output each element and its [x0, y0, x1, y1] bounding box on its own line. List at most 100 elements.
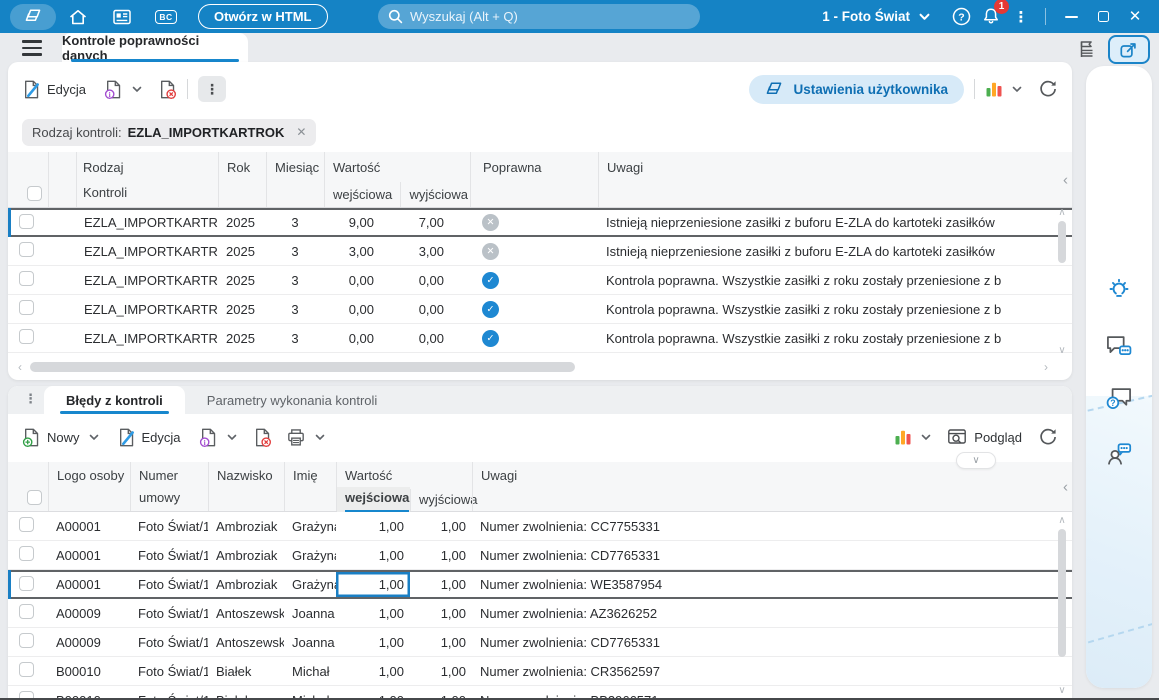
tab-parametry-wykonania[interactable]: Parametry wykonania kontroli — [206, 392, 378, 408]
row-checkbox[interactable] — [19, 691, 34, 700]
community-chat-icon[interactable] — [1105, 440, 1133, 468]
new-button[interactable]: Nowy — [22, 428, 99, 447]
help-bubble-icon[interactable]: ? — [1105, 386, 1133, 412]
horizontal-scrollbar-thumb[interactable] — [30, 362, 575, 372]
print-button[interactable] — [286, 428, 325, 447]
column-header-wartosc[interactable]: Wartość wejściowa wyjściowa — [324, 152, 470, 207]
chart-view-button[interactable] — [894, 429, 931, 446]
notifications-button[interactable]: 1 — [976, 0, 1009, 30]
row-checkbox[interactable] — [19, 662, 34, 677]
user-settings-button[interactable]: Ustawienia użytkownika — [749, 74, 964, 104]
table-row[interactable]: A00009 Foto Świat/1 Antoszewska Joanna 1… — [8, 628, 1072, 657]
table-row[interactable]: B00010 Foto Świat/1 Białek Michał 1,00 1… — [8, 657, 1072, 686]
row-checkbox[interactable] — [19, 300, 34, 315]
table-row[interactable]: B00010 Foto Świat/1 Białek Michał 1,00 1… — [8, 686, 1072, 700]
select-all-checkbox[interactable] — [27, 186, 42, 201]
scroll-up-icon[interactable]: ∧ — [1058, 207, 1066, 218]
scroll-up-icon[interactable]: ∧ — [1058, 515, 1066, 526]
preview-button[interactable]: Podgląd — [947, 428, 1022, 446]
column-header-logo[interactable]: Logo osoby — [48, 462, 130, 511]
collapse-columns-icon[interactable]: ‹ — [1063, 478, 1068, 495]
column-header-wyjsciowa[interactable]: wyjściowa — [400, 182, 470, 207]
home-button[interactable] — [56, 4, 100, 30]
panel-drag-handle[interactable]: ⋮ — [24, 391, 37, 406]
vertical-scrollbar-thumb[interactable] — [1058, 221, 1066, 263]
chat-bubble-icon[interactable] — [1105, 334, 1133, 360]
collapse-columns-icon[interactable]: ‹ — [1063, 171, 1068, 188]
refresh-button[interactable] — [1038, 427, 1058, 447]
column-header-rok[interactable]: Rok — [218, 152, 266, 207]
column-header-poprawna[interactable]: Poprawna — [470, 152, 598, 207]
column-header-wartosc[interactable]: Wartość wejściowa wyjściowa — [336, 462, 478, 512]
news-button[interactable] — [100, 4, 144, 30]
document-info-button[interactable]: i — [199, 428, 237, 447]
row-checkbox[interactable] — [19, 213, 34, 229]
column-header-umowa[interactable]: Numer umowy — [130, 462, 208, 511]
tab-kontrole-poprawnosci[interactable]: Kontrole poprawności danych — [62, 33, 248, 63]
maximize-button[interactable] — [1087, 4, 1119, 30]
focused-cell-wejsciowa[interactable]: 1,00 — [336, 572, 410, 597]
table-row[interactable]: EZLA_IMPORTKARTROK 2025 3 0,00 0,00 Kont… — [8, 266, 1072, 295]
lower-vertical-scrollbar[interactable]: ∧ ∨ — [1055, 516, 1069, 696]
document-info-button[interactable]: i — [104, 80, 142, 99]
column-header-uwagi[interactable]: Uwagi — [598, 152, 1072, 207]
titlebar-menu-button[interactable]: ⋮ — [1006, 4, 1036, 30]
table-row[interactable]: EZLA_IMPORTKARTROK 2025 3 0,00 0,00 Kont… — [8, 324, 1072, 353]
company-selector[interactable]: 1 - Foto Świat — [822, 9, 930, 24]
toolbar-overflow-button[interactable]: ⋮ — [198, 76, 227, 102]
table-row[interactable]: EZLA_IMPORTKARTROK 2025 3 0,00 0,00 Kont… — [8, 295, 1072, 324]
scroll-right-icon[interactable]: › — [1044, 360, 1048, 374]
row-checkbox[interactable] — [19, 517, 34, 532]
filter-chip[interactable]: Rodzaj kontroli: EZLA_IMPORTKARTROK ✕ — [22, 118, 317, 146]
close-button[interactable]: ✕ — [1119, 4, 1151, 30]
menu-hamburger-button[interactable] — [22, 40, 42, 56]
row-checkbox[interactable] — [19, 271, 34, 286]
column-header-imie[interactable]: Imię — [284, 462, 336, 511]
remove-filter-icon[interactable]: ✕ — [296, 125, 307, 139]
search-box[interactable] — [378, 4, 700, 29]
upper-horizontal-scrollbar[interactable]: ‹ › — [18, 360, 1048, 374]
row-checkbox[interactable] — [19, 633, 34, 648]
column-header-nazwisko[interactable]: Nazwisko — [208, 462, 284, 511]
table-row[interactable]: A00001 Foto Świat/1 Ambroziak Grażyna 1,… — [8, 512, 1072, 541]
row-checkbox[interactable] — [19, 546, 34, 561]
row-checkbox[interactable] — [19, 604, 34, 619]
column-header-wejsciowa[interactable]: wejściowa — [337, 487, 410, 512]
help-button[interactable]: ? — [946, 4, 976, 30]
bc-button[interactable]: BC — [144, 4, 188, 30]
table-row[interactable]: EZLA_IMPORTKARTROK 2025 3 9,00 7,00 Istn… — [8, 208, 1072, 237]
select-all-checkbox[interactable] — [27, 490, 42, 505]
column-header-uwagi[interactable]: Uwagi — [472, 462, 1072, 511]
suggestions-bulb-icon[interactable] — [1106, 276, 1132, 302]
refresh-button[interactable] — [1038, 79, 1058, 99]
share-button[interactable] — [1108, 35, 1150, 64]
collapse-panel-button[interactable]: ∨ — [956, 452, 996, 469]
app-logo-button[interactable] — [10, 3, 56, 30]
vertical-scrollbar-thumb[interactable] — [1058, 529, 1066, 657]
structure-tree-icon[interactable] — [1078, 39, 1099, 60]
row-checkbox[interactable] — [19, 242, 34, 257]
document-delete-button[interactable] — [158, 80, 177, 99]
edit-button[interactable]: Edycja — [22, 80, 86, 99]
row-checkbox[interactable] — [19, 329, 34, 344]
table-row[interactable]: EZLA_IMPORTKARTROK 2025 3 3,00 3,00 Istn… — [8, 237, 1072, 266]
minimize-button[interactable] — [1055, 4, 1087, 30]
table-row[interactable]: A00001 Foto Świat/1 Ambroziak Grażyna 1,… — [8, 570, 1072, 599]
open-in-html-button[interactable]: Otwórz w HTML — [198, 4, 328, 29]
column-header-miesiac[interactable]: Miesiąc — [266, 152, 324, 207]
search-input[interactable] — [410, 9, 690, 24]
document-delete-button[interactable] — [253, 428, 272, 447]
row-checkbox[interactable] — [19, 575, 34, 591]
tab-bledy-z-kontroli[interactable]: Błędy z kontroli — [44, 386, 185, 414]
upper-vertical-scrollbar[interactable]: ∧ ∨ — [1055, 208, 1069, 356]
table-row[interactable]: A00009 Foto Świat/1 Antoszewska Joanna 1… — [8, 599, 1072, 628]
chart-view-button[interactable] — [985, 81, 1022, 98]
edit-button[interactable]: Edycja — [117, 428, 181, 447]
column-header-rodzaj[interactable]: Rodzaj Kontroli — [76, 152, 218, 207]
scroll-down-icon[interactable]: ∨ — [1058, 685, 1066, 696]
table-row[interactable]: A00001 Foto Świat/1 Ambroziak Grażyna 1,… — [8, 541, 1072, 570]
scroll-down-icon[interactable]: ∨ — [1058, 345, 1066, 356]
scroll-left-icon[interactable]: ‹ — [18, 360, 22, 374]
column-header-wejsciowa[interactable]: wejściowa — [333, 187, 393, 202]
column-header-wyjsciowa[interactable]: wyjściowa — [410, 488, 478, 511]
